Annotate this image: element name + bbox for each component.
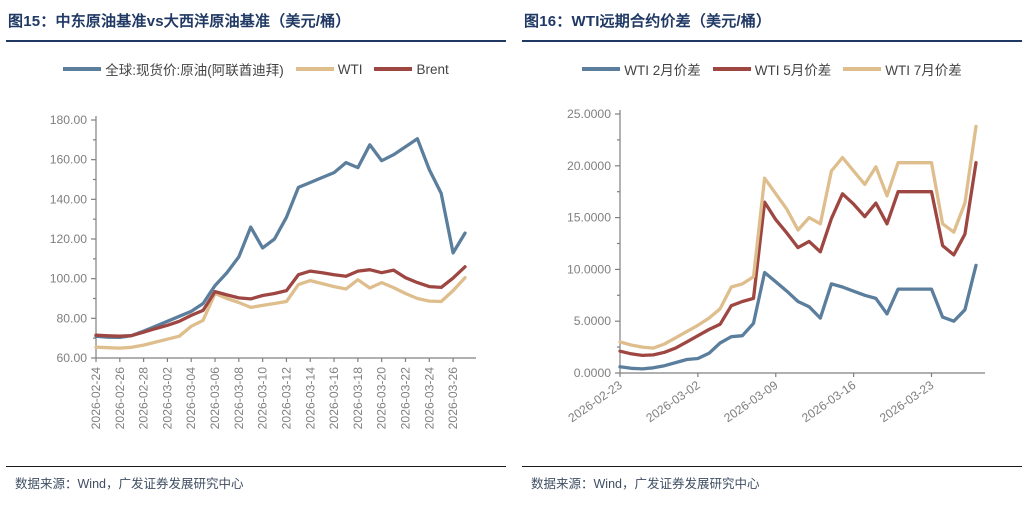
figure-title-text: WTI远期合约价差（美元/桶） [571,13,772,30]
series-line-2 [618,124,978,350]
legend-label: Brent [416,61,449,77]
x-tick-label: 2026-02-28 [137,367,151,430]
y-tick-label: 120.00 [50,232,87,246]
legend-item-1: WTI 5月价差 [712,59,832,79]
source-note: 数据来源：Wind，广发证券发展研究中心 [522,466,1022,492]
x-tick-label: 2026-03-04 [184,367,198,430]
x-tick-label: 2026-03-24 [422,367,436,430]
x-tick-label: 2026-03-12 [279,367,293,430]
x-tick-label: 2026-03-06 [208,367,222,430]
axes [91,116,476,362]
legend-label: 全球:现货价:原油(阿联酋迪拜) [105,63,284,78]
x-tick-label: 2026-03-16 [799,378,858,425]
chart-legend: 全球:现货价:原油(阿联酋迪拜) WTI Brent [6,59,506,79]
figure-panel-16: 图16：WTI远期合约价差（美元/桶） WTI 2月价差 WTI 5月价差 WTI … [522,6,1022,502]
x-tick-label: 2026-03-23 [877,378,936,425]
y-tick-label: 160.00 [50,153,87,167]
x-tick-label: 2026-03-02 [160,367,174,430]
series-line-0 [618,263,978,371]
legend-line-swatch [63,67,102,71]
figure-title: 图15：中东原油基准vs大西洋原油基准（美元/桶） [6,6,506,42]
figure-panel-15: 图15：中东原油基准vs大西洋原油基准（美元/桶） 全球:现货价:原油(阿联酋迪… [6,6,506,502]
source-text: 数据来源：Wind，广发证券发展研究中心 [531,477,760,491]
tick-labels: 60.00 80.00 100.00 120.00 140.00 160.00 180.00… [50,113,460,429]
tick-labels: 0.0000 5.0000 10.0000 15.0000 20.0000 25.0000… [566,107,937,425]
figure-number: 图16： [524,13,572,30]
figure-title-text: 中东原油基准vs大西洋原油基准（美元/桶） [55,13,351,30]
y-tick-label: 140.00 [50,192,87,206]
x-tick-label: 2026-03-14 [303,367,317,430]
figure-title: 图16：WTI远期合约价差（美元/桶） [522,6,1022,42]
legend-label: WTI [337,61,363,77]
x-tick-label: 2026-03-16 [327,367,341,430]
axes [615,110,985,377]
line-chart-svg: 0.0000 5.0000 10.0000 15.0000 20.0000 25.0000… [566,107,985,425]
legend-line-swatch [582,67,621,71]
y-tick-label: 5.0000 [574,314,611,328]
y-tick-label: 80.00 [57,311,88,325]
legend-label: WTI 7月价差 [885,63,962,78]
x-tick-label: 2026-02-26 [113,367,127,430]
x-tick-label: 2026-02-23 [566,378,625,425]
line-chart-svg: 60.00 80.00 100.00 120.00 140.00 160.00 180.00… [50,113,476,429]
x-tick-label: 2026-03-26 [446,367,460,430]
x-tick-label: 2026-03-08 [232,367,246,430]
y-tick-label: 180.00 [50,113,87,127]
y-tick-label: 60.00 [57,351,88,365]
y-tick-label: 10.0000 [567,262,611,276]
legend-item-1: WTI [295,61,363,77]
legend-line-swatch [712,67,751,71]
legend-line-swatch [374,67,413,71]
series-line-2 [94,265,467,338]
legend-item-2: WTI 7月价差 [843,59,962,79]
legend-label: WTI 5月价差 [754,63,832,78]
y-tick-label: 20.0000 [567,159,611,173]
figure-number: 图15： [8,13,56,30]
x-tick-label: 2026-03-22 [398,367,412,430]
chart-legend: WTI 2月价差 WTI 5月价差 WTI 7月价差 [522,59,1022,79]
x-tick-label: 2026-03-09 [721,378,780,425]
x-tick-label: 2026-03-20 [375,367,389,430]
x-tick-label: 2026-03-18 [351,367,365,430]
legend-label: WTI 2月价差 [624,63,701,78]
legend-line-swatch [843,67,882,71]
legend-item-2: Brent [374,61,449,77]
y-tick-label: 0.0000 [574,366,611,380]
y-tick-label: 15.0000 [567,211,611,225]
legend-line-swatch [295,67,334,71]
x-tick-label: 2026-03-10 [256,367,270,430]
y-tick-label: 100.00 [50,272,87,286]
series-line-1 [618,161,978,358]
legend-item-0: 全球:现货价:原油(阿联酋迪拜) [63,59,284,79]
x-tick-label: 2026-03-02 [643,378,702,425]
source-note: 数据来源：Wind，广发证券发展研究中心 [6,466,506,492]
series-line-0 [94,137,467,340]
y-tick-label: 25.0000 [567,107,611,121]
x-tick-label: 2026-02-24 [89,367,103,430]
source-text: 数据来源：Wind，广发证券发展研究中心 [15,477,244,491]
series-line-1 [94,276,467,350]
legend-item-0: WTI 2月价差 [582,59,701,79]
